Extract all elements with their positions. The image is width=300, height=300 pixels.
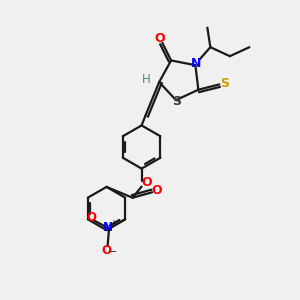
Text: S: S: [220, 77, 229, 90]
Text: S: S: [172, 95, 181, 108]
Text: O: O: [155, 32, 165, 45]
Text: O: O: [142, 176, 152, 189]
Text: O: O: [86, 211, 96, 224]
Text: O: O: [101, 244, 111, 257]
Text: O: O: [151, 184, 162, 197]
Text: N: N: [191, 58, 201, 70]
Text: H: H: [142, 73, 151, 86]
Text: N: N: [103, 221, 113, 235]
Text: −: −: [109, 247, 117, 257]
Text: +: +: [109, 219, 117, 229]
